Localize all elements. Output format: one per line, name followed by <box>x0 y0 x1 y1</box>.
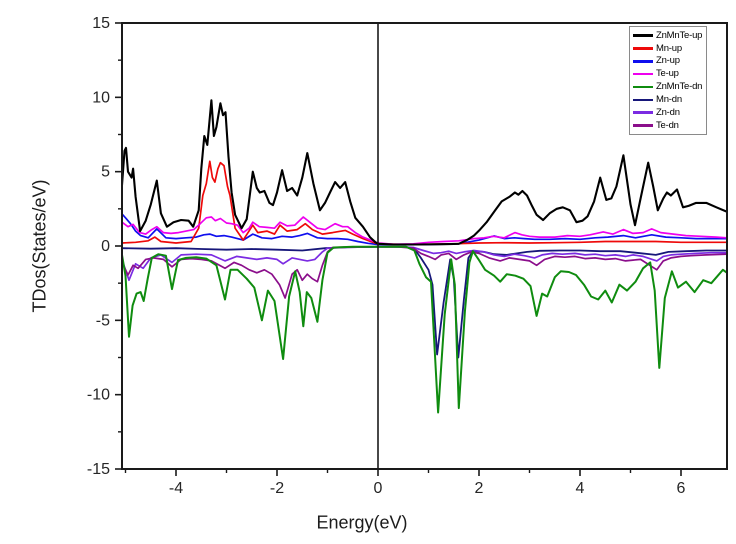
te-dn-line-swatch <box>633 124 653 127</box>
legend-label: Zn-dn <box>656 107 680 119</box>
x-tick-label: 2 <box>475 480 484 497</box>
x-tick-label: -2 <box>270 480 284 497</box>
series-curve-znmnte-up <box>122 99 727 246</box>
te-up-line-swatch <box>633 72 653 76</box>
series-curve-znmnte-dn <box>122 245 727 414</box>
legend-label: Te-up <box>656 68 679 80</box>
legend-item-znmnte-dn: ZnMnTe-dn <box>633 81 702 94</box>
y-tick-label: 0 <box>101 238 110 255</box>
legend-item-zn-up: Zn-up <box>633 55 702 68</box>
legend-label: Te-dn <box>656 119 679 131</box>
series-curve-zn-dn <box>122 245 727 282</box>
legend-label: Mn-up <box>656 42 682 54</box>
y-tick-label: -5 <box>96 312 110 329</box>
legend-item-te-up: Te-up <box>633 68 702 81</box>
legend-item-znmnte-up: ZnMnTe-up <box>633 29 702 42</box>
y-tick-label: 5 <box>101 164 110 181</box>
x-tick-label: -4 <box>169 480 183 497</box>
x-tick-label: 0 <box>374 480 383 497</box>
zn-up-line-swatch <box>633 59 653 63</box>
legend-item-te-dn: Te-dn <box>633 119 702 132</box>
x-tick-label: 6 <box>677 480 686 497</box>
y-tick-label: -10 <box>87 387 110 404</box>
legend-item-mn-up: Mn-up <box>633 42 702 55</box>
legend-label: ZnMnTe-up <box>656 29 703 41</box>
y-axis-title: TDos(States/eV) <box>29 179 50 313</box>
y-tick-label: 15 <box>92 15 110 32</box>
zn-dn-line-swatch <box>633 111 653 115</box>
znmnte-dn-line-swatch <box>633 85 653 89</box>
plot-border <box>121 22 728 470</box>
znmnte-up-line-swatch <box>633 34 653 37</box>
legend-label: ZnMnTe-dn <box>656 81 703 93</box>
legend-item-zn-dn: Zn-dn <box>633 106 702 119</box>
y-tick-label: -15 <box>87 461 110 478</box>
series-curve-te-up <box>122 216 727 246</box>
mn-up-line-swatch <box>633 47 653 50</box>
series-curve-zn-up <box>122 213 727 246</box>
y-tick-label: 10 <box>92 89 110 106</box>
legend-label: Zn-up <box>656 55 680 67</box>
series-curve-mn-up <box>122 160 727 246</box>
legend-label: Mn-dn <box>656 94 682 106</box>
x-tick-label: 4 <box>576 480 585 497</box>
mn-dn-line-swatch <box>633 98 653 102</box>
legend-item-mn-dn: Mn-dn <box>633 93 702 106</box>
x-axis-title: Energy(eV) <box>316 512 408 533</box>
legend-box: ZnMnTe-up Mn-up Zn-up Te-up ZnMnTe-dn Mn… <box>629 26 708 136</box>
